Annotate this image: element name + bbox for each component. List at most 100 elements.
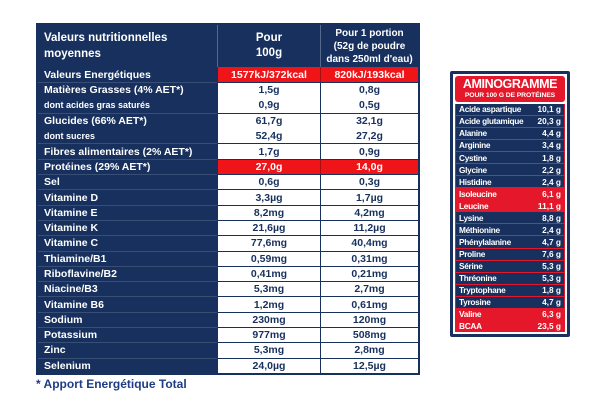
amino-name: Tyrosine [459, 297, 491, 308]
value-per-portion: 27,2g [320, 128, 418, 144]
value-per-100g: 1,5g [217, 82, 320, 98]
amino-row: Acide aspartique 10,1 g [456, 103, 564, 116]
value-per-portion: 2,8mg [320, 342, 418, 358]
row-label: Vitamine B6 [38, 296, 217, 312]
aminogramme-subtitle: POUR 100 G DE PROTÉINES [464, 91, 556, 99]
value-per-100g: 0,9g [217, 97, 320, 113]
row-label: Vitamine C [38, 235, 217, 251]
amino-value: 10,1 g [537, 104, 561, 115]
value-per-100g: 1577kJ/372kcal [217, 67, 320, 83]
header-per100-line1: Pour [255, 32, 283, 45]
value-per-100g: 1,2mg [217, 296, 320, 312]
value-per-portion: 0,31mg [320, 250, 418, 266]
nutrition-table-header: Valeurs nutritionnelles moyennes Pour 10… [38, 25, 418, 67]
amino-value: 5,3 g [542, 261, 561, 272]
value-per-100g: 8,2mg [217, 204, 320, 220]
row-label: Fibres alimentaires (2% AET*) [38, 143, 217, 159]
nutrition-row: Vitamine E 8,2mg 4,2mg [38, 204, 418, 220]
row-label: Zinc [38, 342, 217, 358]
value-per-portion: 0,3g [320, 174, 418, 190]
value-per-portion: 11,2µg [320, 219, 418, 236]
amino-value: 4,7 g [542, 297, 561, 308]
row-label: Vitamine E [38, 204, 217, 220]
value-per-portion: 2,7mg [320, 281, 418, 297]
value-per-100g: 5,3mg [217, 281, 320, 297]
amino-value: 11,1 g [537, 200, 561, 211]
aminogramme-title: AMINOGRAMME [462, 77, 558, 91]
amino-row: Tyrosine 4,7 g [456, 296, 564, 309]
header-portion-line2: (52g de poudre [333, 40, 406, 52]
value-per-portion: 508mg [320, 327, 418, 343]
row-label: Selenium [38, 357, 217, 373]
amino-row: Isoleucine 6,1 g [456, 188, 564, 201]
value-per-100g: 77,6mg [217, 235, 320, 251]
value-per-portion: 4,2mg [320, 204, 418, 220]
value-per-100g: 977mg [217, 327, 320, 343]
amino-row: Acide glutamique 20,3 g [456, 115, 564, 128]
amino-value: 2,4 g [542, 224, 561, 235]
row-label: Sodium [38, 311, 217, 328]
nutrition-row: Protéines (29% AET*) 27,0g 14,0g [38, 158, 418, 175]
amino-value: 4,7 g [542, 236, 561, 247]
value-per-100g: 0,59mg [217, 250, 320, 266]
amino-name: Méthionine [459, 224, 500, 235]
nutrition-row: Glucides (66% AET*) 61,7g 32,1g [38, 112, 418, 129]
header-col-per-100g: Pour 100g [217, 25, 320, 67]
header-portion-line1: Pour 1 portion [335, 27, 404, 39]
amino-value: 20,3 g [537, 116, 561, 127]
amino-row: Arginine 3,4 g [456, 139, 564, 152]
value-per-portion: 40,4mg [320, 235, 418, 251]
nutrition-row: Fibres alimentaires (2% AET*) 1,7g 0,9g [38, 143, 418, 159]
amino-row: Lysine 8,8 g [456, 212, 564, 225]
amino-value: 23,5 g [537, 321, 561, 332]
value-per-100g: 0,6g [217, 174, 320, 190]
amino-name: Proline [459, 249, 486, 260]
amino-name: Lysine [459, 212, 484, 223]
nutrition-row: Zinc 5,3mg 2,8mg [38, 342, 418, 358]
amino-name: BCAA [459, 321, 482, 332]
aminogramme-header: AMINOGRAMME POUR 100 G DE PROTÉINES [455, 76, 565, 102]
value-per-100g: 27,0g [217, 158, 320, 175]
value-per-100g: 230mg [217, 311, 320, 328]
amino-name: Leucine [459, 200, 489, 211]
row-label: Protéines (29% AET*) [38, 158, 217, 175]
row-label: Vitamine K [38, 219, 217, 236]
amino-value: 3,4 g [542, 140, 561, 151]
row-label: Niacine/B3 [38, 281, 217, 297]
amino-name: Thréonine [459, 273, 497, 284]
amino-name: Sérine [459, 261, 483, 272]
energy-footnote: * Apport Energétique Total [36, 377, 187, 391]
nutrition-row: Valeurs Energétiques 1577kJ/372kcal 820kJ/… [38, 67, 418, 83]
value-per-portion: 0,5g [320, 97, 418, 113]
amino-value: 8,8 g [542, 212, 561, 223]
nutrition-row: Selenium 24,0µg 12,5µg [38, 357, 418, 373]
value-per-100g: 24,0µg [217, 357, 320, 373]
aminogramme-body: Acide aspartique 10,1 g Acide glutamique 20… [455, 103, 565, 332]
amino-name: Isoleucine [459, 188, 497, 199]
nutrition-row: Vitamine K 21,6µg 11,2µg [38, 219, 418, 236]
amino-name: Histidine [459, 176, 492, 187]
amino-name: Alanine [459, 128, 487, 139]
value-per-100g: 21,6µg [217, 219, 320, 236]
nutrition-row: dont acides gras saturés 0,9g 0,5g [38, 97, 418, 113]
amino-row: BCAA 23,5 g [456, 320, 564, 332]
row-label: Vitamine D [38, 189, 217, 205]
nutrition-row: Vitamine C 77,6mg 40,4mg [38, 235, 418, 251]
amino-name: Acide glutamique [459, 116, 524, 127]
row-label: Matières Grasses (4% AET*) [38, 82, 217, 98]
amino-name: Acide aspartique [459, 104, 522, 115]
header-col-label: Valeurs nutritionnelles moyennes [44, 31, 168, 60]
value-per-100g: 61,7g [217, 112, 320, 129]
header-portion-line3: dans 250ml d'eau) [326, 53, 413, 65]
value-per-portion: 12,5µg [320, 357, 418, 373]
amino-name: Valine [459, 309, 482, 320]
nutrition-row: Sel 0,6g 0,3g [38, 174, 418, 190]
value-per-100g: 52,4g [217, 128, 320, 144]
amino-value: 6,3 g [542, 309, 561, 320]
value-per-100g: 1,7g [217, 143, 320, 159]
header-per100-line2: 100g [255, 47, 283, 59]
nutrition-row: Thiamine/B1 0,59mg 0,31mg [38, 250, 418, 266]
value-per-100g: 3,3µg [217, 189, 320, 205]
nutrition-row: Potassium 977mg 508mg [38, 327, 418, 343]
